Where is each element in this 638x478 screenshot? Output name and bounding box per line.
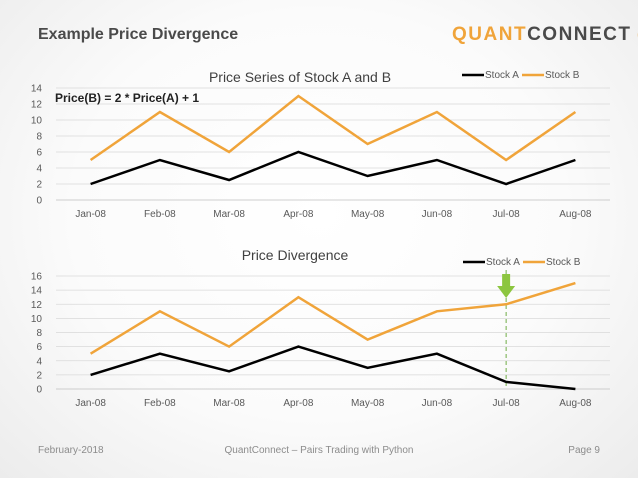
x-tick-label: Apr-08 [283,209,313,220]
footer-center-text: QuantConnect – Pairs Trading with Python [224,445,414,456]
y-tick-label: 14 [31,286,43,297]
formula-annotation: Price(B) = 2 * Price(A) + 1 [55,91,199,105]
y-tick-label: 12 [31,300,43,311]
quantconnect-logo: QUANT CONNECT [452,22,638,48]
slide-title: Example Price Divergence [38,26,239,43]
y-tick-label: 12 [31,100,43,111]
y-tick-label: 4 [36,164,42,175]
logo-connect-text: CONNECT [527,24,632,45]
y-tick-label: 2 [36,370,42,381]
y-tick-label: 16 [31,272,43,283]
x-tick-label: Jun-08 [422,209,453,220]
x-tick-label: Feb-08 [144,398,176,409]
y-tick-label: 0 [36,196,42,207]
x-tick-label: Jan-08 [75,209,106,220]
y-tick-label: 10 [31,116,43,127]
x-tick-label: Mar-08 [213,209,245,220]
x-tick-label: Jan-08 [75,398,106,409]
down-arrow-icon [497,274,516,298]
x-tick-label: Aug-08 [559,398,592,409]
series-line-stock-b [89,281,576,355]
chart-title: Price Series of Stock A and B [209,69,391,85]
x-tick-label: Jul-08 [493,398,521,409]
x-tick-label: May-08 [351,209,385,220]
legend-label: Stock A [485,70,519,81]
price-divergence-chart: 0 2 4 6 8 10 12 14 16 Jan-08 Feb-08 Mar-08 Apr-08 May… [31,247,610,409]
y-tick-label: 6 [36,148,42,159]
price-series-chart: 0 2 4 6 8 10 12 14 Jan-08 Feb-08 Mar-08 Apr-08 May-0… [31,69,610,220]
y-tick-label: 10 [31,314,43,325]
legend-label: Stock A [486,257,520,268]
legend-label: Stock B [545,70,580,81]
x-tick-label: Aug-08 [559,209,592,220]
x-tick-label: Feb-08 [144,209,176,220]
x-tick-label: Jul-08 [493,209,521,220]
y-tick-label: 0 [36,385,42,396]
y-tick-label: 4 [36,356,42,367]
logo-quant-text: QUANT [452,24,528,45]
x-tick-label: May-08 [351,398,385,409]
legend-label: Stock B [546,257,581,268]
y-tick-label: 8 [36,328,42,339]
y-tick-label: 14 [31,84,43,95]
series-line-stock-a [90,345,576,391]
footer-date: February-2018 [38,445,104,456]
y-tick-label: 6 [36,342,42,353]
chart-title: Price Divergence [242,247,349,263]
y-tick-label: 8 [36,132,42,143]
footer-page-number: Page 9 [568,445,600,456]
x-tick-label: Mar-08 [213,398,245,409]
y-tick-label: 2 [36,180,42,191]
series-line-stock-a [90,150,576,186]
x-tick-label: Jun-08 [422,398,453,409]
x-tick-label: Apr-08 [283,398,313,409]
series-line-stock-b [89,94,577,162]
